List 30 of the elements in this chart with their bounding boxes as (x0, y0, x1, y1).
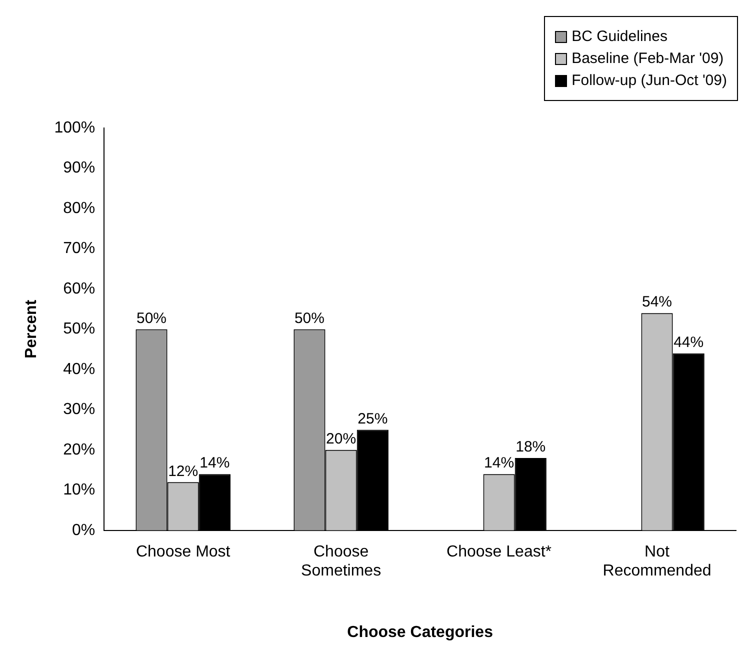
x-tick-label: Choose Sometimes (301, 543, 382, 580)
data-label: 14% (484, 454, 514, 472)
y-tick-label: 70% (63, 240, 96, 258)
data-label: 12% (168, 462, 198, 480)
y-tick-label: 10% (63, 482, 96, 499)
x-axis-title: Choose Categories (347, 624, 494, 641)
y-tick-label: 40% (63, 360, 96, 378)
y-tick-label: 0% (72, 522, 96, 539)
y-tick-label: 20% (63, 441, 96, 458)
legend-label: Baseline (Feb-Mar '09) (572, 50, 724, 67)
y-tick-label: 90% (63, 160, 96, 177)
data-label: 50% (136, 310, 167, 327)
data-label: 18% (516, 438, 546, 456)
data-label: 25% (358, 410, 388, 428)
x-tick-label: Not Recommended (602, 543, 712, 580)
y-axis-title: Percent (23, 299, 40, 359)
y-tick-label: 30% (63, 401, 96, 418)
data-label: 50% (294, 310, 324, 327)
data-label: 20% (326, 430, 356, 448)
legend-label: BC Guidelines (572, 28, 668, 45)
x-tick-label: Choose Most (136, 543, 231, 560)
y-tick-label: 50% (63, 320, 96, 338)
data-label: 44% (674, 334, 704, 351)
y-tick-label: 100% (54, 119, 96, 136)
legend-label: Follow-up (Jun-Oct '09) (572, 72, 727, 89)
data-label: 54% (642, 294, 672, 311)
x-tick-label: Choose Least* (446, 543, 552, 560)
y-tick-label: 60% (63, 280, 96, 298)
data-label: 14% (200, 454, 230, 472)
y-tick-label: 80% (63, 200, 96, 217)
